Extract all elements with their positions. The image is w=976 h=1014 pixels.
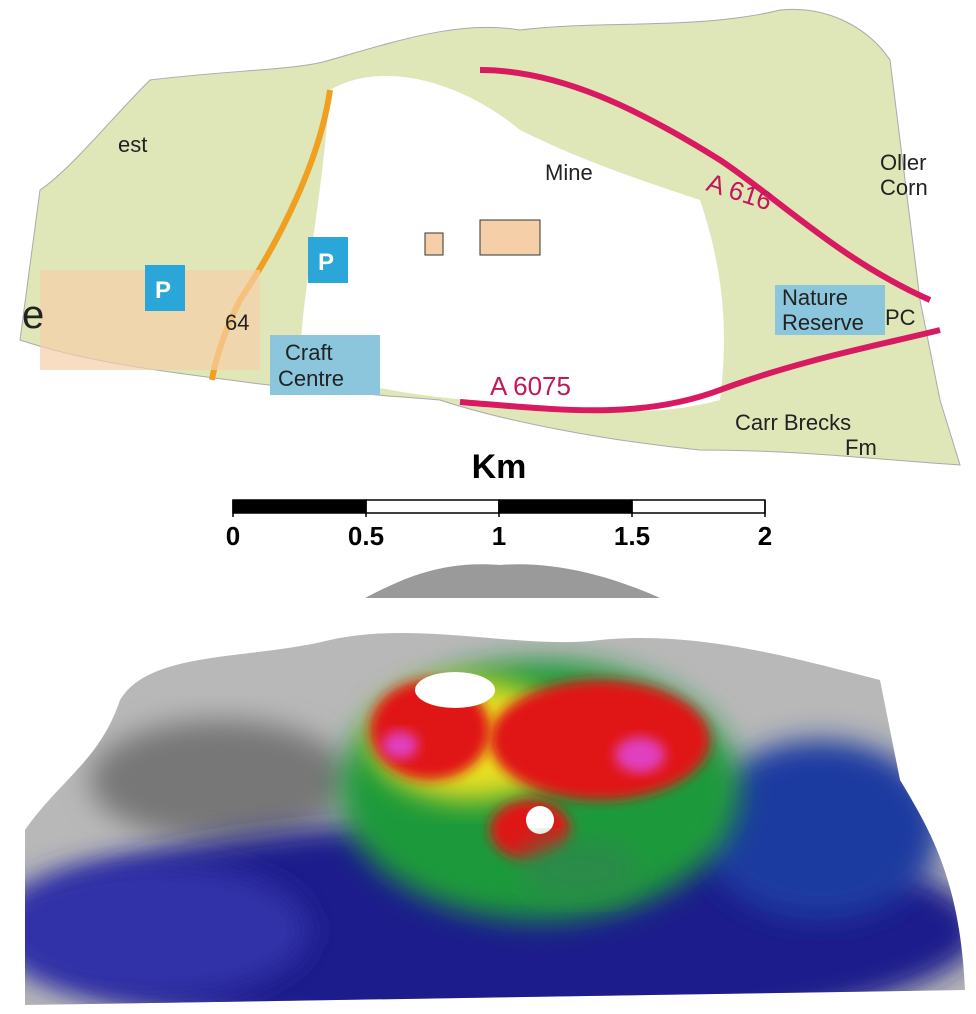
map-label: Nature — [782, 285, 848, 310]
map-label: Corn — [880, 175, 928, 200]
nature-reserve-box — [775, 285, 885, 335]
road-a6075 — [459, 327, 941, 414]
scale-tick-label: 1.5 — [614, 521, 650, 551]
map-label: e — [22, 293, 44, 337]
map-label: Oller — [880, 150, 926, 175]
road-a616 — [479, 67, 932, 303]
scale-tick-label: 0 — [226, 521, 240, 551]
scale-tick-label: 2 — [758, 521, 772, 551]
map-label: P — [318, 249, 334, 276]
map-label: PC — [885, 305, 916, 330]
map-label: Centre — [278, 366, 344, 391]
map-label: Craft — [285, 340, 333, 365]
building — [424, 232, 444, 256]
scale-tick-label: 1 — [492, 521, 506, 551]
parking — [308, 237, 348, 283]
map-label: P — [155, 277, 171, 304]
scale-title: Km — [472, 448, 527, 486]
scale-segment — [365, 499, 500, 514]
scale-bar: Km 0 0.5 1 1.5 2 — [226, 448, 772, 551]
scale-tick-label: 0.5 — [348, 521, 384, 551]
scale-segment — [232, 499, 367, 514]
scale-segment — [498, 499, 633, 514]
craft-centre-box — [270, 335, 380, 395]
topo-map: est Mine A 616 A 6075 Craft Centre Natur… — [19, 8, 961, 466]
parking — [145, 265, 185, 311]
terrain-peak — [365, 564, 660, 598]
heat-map — [25, 564, 965, 1005]
map-label: Carr Brecks — [735, 410, 851, 435]
map-label: 64 — [225, 310, 249, 335]
map-label: Reserve — [782, 310, 864, 335]
map-label: Fm — [845, 435, 877, 460]
scale-segment — [631, 499, 766, 514]
building — [479, 219, 541, 256]
map-label: est — [118, 132, 147, 157]
map-label: Mine — [545, 160, 593, 185]
map-label: A 6075 — [490, 371, 571, 401]
